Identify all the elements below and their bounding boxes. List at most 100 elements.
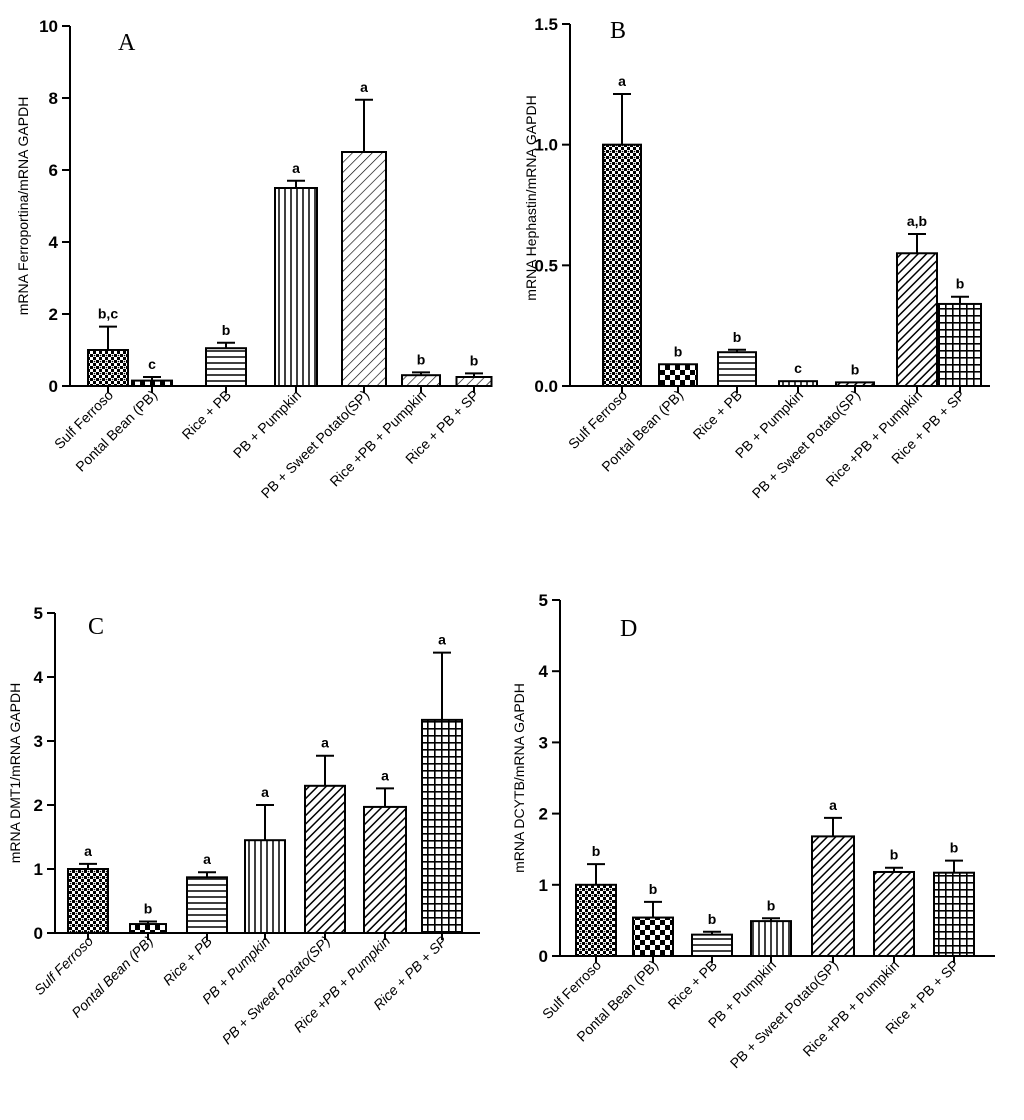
category-label: PB + Sweet Potato(SP) bbox=[749, 387, 863, 501]
y-tick-label: 10 bbox=[39, 17, 58, 36]
y-tick-label: 1.5 bbox=[534, 15, 558, 34]
significance-label: b bbox=[674, 343, 683, 359]
y-tick-label: 1.0 bbox=[534, 136, 558, 155]
bar bbox=[896, 252, 938, 387]
significance-label: a bbox=[261, 784, 269, 800]
significance-label: b bbox=[767, 897, 776, 913]
category-label: Rice + PB + SP bbox=[888, 387, 968, 467]
category-label: Rice +PB + Pumpkin bbox=[326, 387, 429, 490]
bar bbox=[363, 805, 407, 934]
y-tick-label: 1 bbox=[539, 876, 548, 895]
significance-label: b,c bbox=[98, 306, 118, 322]
y-tick-label: 4 bbox=[34, 668, 44, 687]
significance-label: b bbox=[470, 352, 479, 368]
y-tick-label: 0 bbox=[539, 947, 548, 966]
bar bbox=[274, 187, 318, 387]
significance-label: b bbox=[417, 351, 426, 367]
category-label: PB + Sweet Potato(SP) bbox=[727, 957, 841, 1071]
bar bbox=[186, 876, 228, 935]
y-tick-label: 0.5 bbox=[534, 256, 558, 275]
significance-label: b bbox=[733, 329, 742, 345]
y-tick-label: 4 bbox=[49, 233, 59, 252]
bar bbox=[717, 351, 757, 388]
significance-label: b bbox=[708, 911, 717, 927]
y-tick-label: 6 bbox=[49, 161, 58, 180]
y-axis-label: mRNA DCYTB/mRNA GAPDH bbox=[511, 683, 527, 873]
bar bbox=[632, 916, 674, 957]
bar bbox=[658, 363, 698, 387]
y-tick-label: 1 bbox=[34, 860, 43, 879]
y-tick-label: 5 bbox=[539, 591, 548, 610]
y-tick-label: 4 bbox=[539, 662, 549, 681]
significance-label: a bbox=[292, 160, 300, 176]
y-tick-label: 0.0 bbox=[534, 377, 558, 396]
bar bbox=[421, 718, 463, 934]
significance-label: b bbox=[592, 843, 601, 859]
bar bbox=[835, 381, 875, 388]
y-tick-label: 2 bbox=[34, 796, 43, 815]
category-label: PB + Sweet Potato(SP) bbox=[219, 933, 333, 1047]
significance-label: b bbox=[950, 840, 959, 856]
category-label: PB + Pumpkin bbox=[230, 387, 304, 461]
bar bbox=[401, 374, 441, 388]
y-axis-label: mRNA Hephastin/mRNA GAPDH bbox=[523, 95, 539, 300]
y-tick-label: 3 bbox=[539, 733, 548, 752]
panel-letter: A bbox=[118, 30, 136, 56]
bar bbox=[455, 376, 493, 387]
significance-label: b bbox=[851, 361, 860, 377]
bar bbox=[873, 870, 915, 958]
y-axis-label: mRNA Ferroportina/mRNA GAPDH bbox=[15, 97, 31, 316]
significance-label: a bbox=[381, 767, 389, 783]
significance-label: b bbox=[222, 322, 231, 338]
bar bbox=[244, 839, 286, 935]
significance-label: b bbox=[144, 900, 153, 916]
panel-letter: D bbox=[620, 616, 637, 642]
bar bbox=[602, 143, 642, 387]
bar bbox=[129, 923, 167, 934]
category-label: Rice + PB bbox=[160, 933, 216, 989]
significance-label: b bbox=[956, 276, 965, 292]
bar bbox=[67, 868, 109, 934]
bar bbox=[811, 835, 855, 957]
bar bbox=[938, 302, 982, 387]
panel-letter: C bbox=[88, 614, 104, 640]
significance-label: b bbox=[649, 881, 658, 897]
category-label: Rice + PB bbox=[179, 387, 235, 443]
y-tick-label: 2 bbox=[539, 805, 548, 824]
significance-label: a bbox=[829, 797, 837, 813]
y-tick-label: 5 bbox=[34, 604, 43, 623]
significance-label: a bbox=[360, 79, 368, 95]
significance-label: a bbox=[438, 632, 446, 648]
bar bbox=[341, 151, 387, 387]
bar bbox=[131, 379, 173, 388]
significance-label: a bbox=[203, 851, 211, 867]
significance-label: c bbox=[148, 356, 156, 372]
bar bbox=[87, 349, 129, 387]
significance-label: a bbox=[84, 843, 92, 859]
y-axis-label: mRNA DMT1/mRNA GAPDH bbox=[7, 683, 23, 863]
bar bbox=[691, 933, 733, 958]
bar bbox=[304, 784, 346, 934]
bar bbox=[750, 920, 792, 957]
bar bbox=[778, 380, 818, 388]
category-label: Rice + PB bbox=[690, 387, 746, 443]
significance-label: a,b bbox=[907, 213, 927, 229]
category-label: Rice + PB bbox=[665, 957, 721, 1013]
bar bbox=[933, 871, 975, 957]
bar bbox=[205, 347, 247, 388]
y-tick-label: 8 bbox=[49, 89, 58, 108]
y-tick-label: 2 bbox=[49, 305, 58, 324]
significance-label: a bbox=[321, 735, 329, 751]
y-tick-label: 0 bbox=[49, 377, 58, 396]
category-label: Pontal Bean (PB) bbox=[72, 387, 160, 475]
significance-label: a bbox=[618, 73, 626, 89]
significance-label: b bbox=[890, 847, 899, 863]
panel-letter: B bbox=[610, 18, 626, 44]
y-tick-label: 0 bbox=[34, 924, 43, 943]
y-tick-label: 3 bbox=[34, 732, 43, 751]
